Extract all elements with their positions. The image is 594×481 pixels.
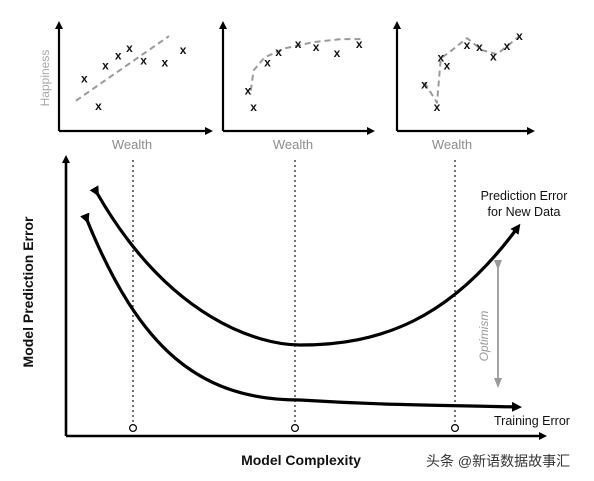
panel-2-data-point: x <box>334 46 341 60</box>
panel-1-data-point: x <box>95 99 102 113</box>
panel-2-data-point: x <box>264 55 271 69</box>
panel-3-data-point: x <box>476 40 483 54</box>
panel-1-data-point: x <box>161 55 168 69</box>
panel-1-data-point: x <box>140 53 147 67</box>
panel-2-fit-line <box>249 38 362 91</box>
panel-3-data-point: x <box>444 58 451 72</box>
panel-1-data-point: x <box>126 41 133 55</box>
panel-1-data-point: x <box>115 48 122 62</box>
panel-3-data-point: x <box>421 78 428 92</box>
panel-3-data-point: x <box>490 49 497 63</box>
panel-3-data-point: x <box>464 38 471 52</box>
panel-2-x-label: Wealth <box>273 137 313 152</box>
panel-2-data-point: x <box>250 100 257 114</box>
main-y-label: Model Prediction Error <box>20 216 36 367</box>
panel-1-x-label: Wealth <box>112 137 152 152</box>
panel-1-fit-line <box>75 35 170 102</box>
panel-3-data-point: x <box>434 100 441 114</box>
panel-2-data-point: x <box>356 37 363 51</box>
watermark: 头条 @新语数据故事汇 <box>426 453 570 469</box>
panel-3-fit-line <box>423 35 521 104</box>
panel-1-data-point: x <box>102 58 109 72</box>
panel-3-data-point: x <box>437 50 444 64</box>
training-error-curve <box>80 212 522 412</box>
main-plot: Optimism Prediction Error for New Data T… <box>20 155 570 468</box>
panel-1-y-label: Happiness <box>38 50 52 107</box>
panel-2-data-point: x <box>295 37 302 51</box>
main-x-label: Model Complexity <box>241 452 361 468</box>
optimism-label: Optimism <box>477 311 491 362</box>
panel-3-data-point: x <box>504 39 511 53</box>
panel-2-data-point: x <box>245 84 252 98</box>
prediction-error-label-line2: for New Data <box>488 205 561 219</box>
complexity-marker-simple <box>129 424 138 433</box>
prediction-error-label-line1: Prediction Error <box>481 189 568 203</box>
panel-1-data-point: x <box>81 72 88 86</box>
panel-3-data-point: x <box>516 29 523 43</box>
panel-2-data-point: x <box>313 40 320 54</box>
complexity-marker-complex <box>451 424 460 433</box>
panel-1-data-point: x <box>180 43 187 57</box>
panel-3-x-label: Wealth <box>432 137 472 152</box>
panel-2-data-point: x <box>275 45 282 59</box>
training-error-label: Training Error <box>494 414 570 428</box>
complexity-marker-moderate <box>291 424 300 433</box>
